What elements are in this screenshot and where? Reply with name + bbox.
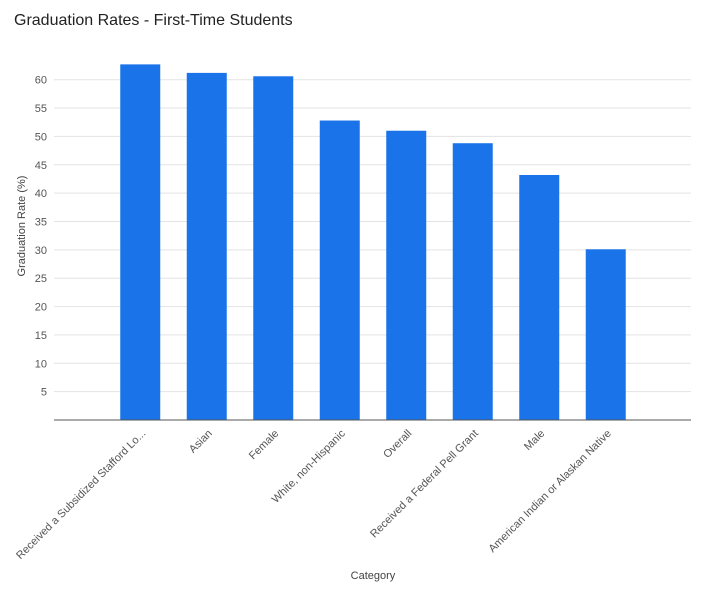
bar [519, 174, 560, 420]
chart-title: Graduation Rates - First-Time Students [14, 12, 293, 29]
y-tick-label: 60 [35, 75, 47, 87]
bar [120, 64, 161, 420]
bars [120, 64, 626, 421]
x-tick-label: Asian [187, 428, 215, 456]
x-tick-label: Overall [381, 428, 414, 461]
y-tick-label: 40 [35, 188, 47, 200]
bar [319, 120, 360, 421]
x-tick-label: Female [247, 428, 281, 462]
y-tick-label: 5 [41, 387, 47, 399]
x-tick-label: White, non-Hispanic [270, 427, 348, 505]
y-tick-label: 10 [35, 358, 47, 370]
x-tick-label: Received a Federal Pell Grant [368, 428, 481, 541]
bar [253, 76, 294, 421]
bar [186, 72, 227, 420]
y-tick-label: 20 [35, 302, 47, 314]
bar [386, 130, 427, 420]
x-tick-label: Male [522, 428, 547, 453]
y-tick-label: 15 [35, 330, 47, 342]
y-axis-title: Graduation Rate (%) [16, 176, 28, 277]
y-tick-label: 35 [35, 216, 47, 228]
x-axis-category-labels: Received a Subsidized Stafford Lo... Asia… [14, 427, 614, 562]
y-tick-label: 50 [35, 131, 47, 143]
bar [585, 249, 626, 420]
y-tick-label: 55 [35, 103, 47, 115]
y-tick-label: 25 [35, 273, 47, 285]
bar [452, 143, 493, 420]
x-axis-title: Category [351, 570, 396, 582]
y-tick-label: 30 [35, 245, 47, 257]
y-tick-label: 45 [35, 160, 47, 172]
x-tick-label: American Indian or Alaskan Native [486, 428, 613, 555]
y-axis-ticks: 5 10 15 20 25 30 35 40 45 50 55 60 [35, 75, 47, 399]
x-tick-label: Received a Subsidized Stafford Lo... [14, 428, 148, 562]
